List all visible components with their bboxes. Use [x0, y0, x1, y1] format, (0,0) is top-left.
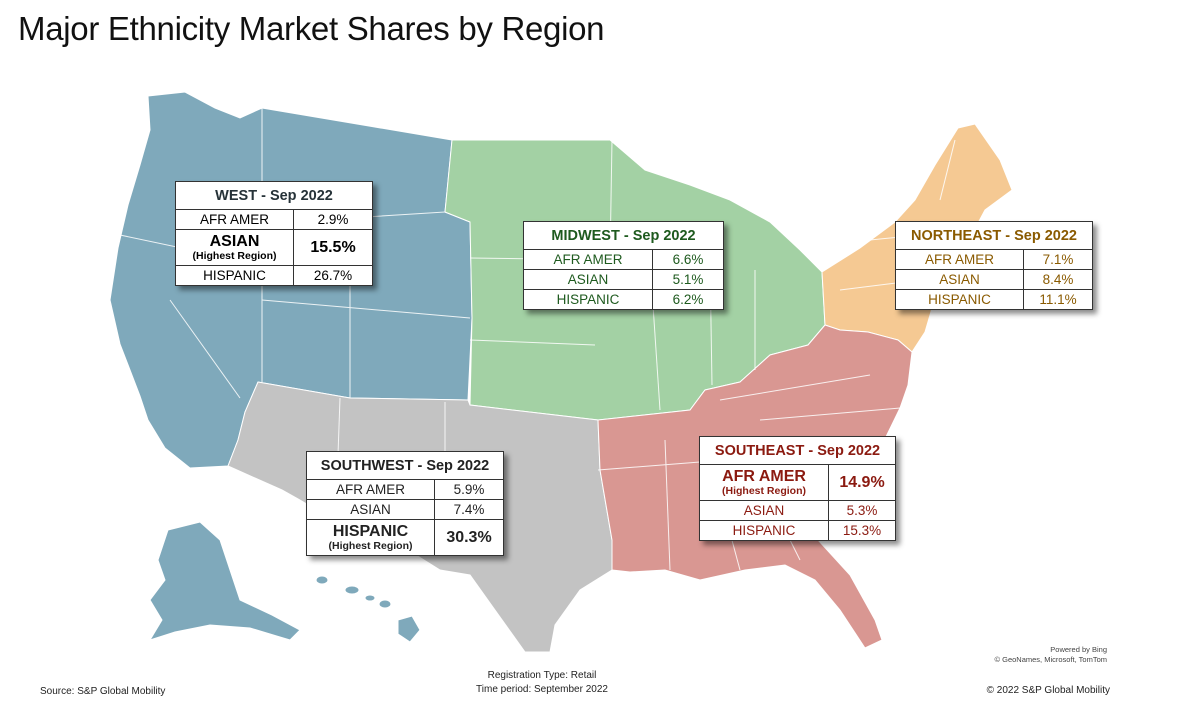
region-alaska[interactable] — [148, 521, 301, 641]
row-label: ASIAN — [524, 269, 653, 290]
row-label-highlight: HISPANIC (Highest Region) — [307, 519, 435, 555]
row-label: ASIAN — [307, 499, 435, 520]
page-title: Major Ethnicity Market Shares by Region — [18, 10, 605, 47]
highlight-sub: (Highest Region) — [722, 485, 806, 497]
row-label: AFR AMER — [335, 482, 405, 497]
table-row: ASIAN (Highest Region) 15.5% — [176, 229, 372, 266]
west-stats-box: WEST - Sep 2022 AFR AMER 2.9% ASIAN (Hig… — [175, 181, 373, 286]
table-row: HISPANIC (Highest Region) 30.3% — [307, 519, 503, 555]
northeast-header: NORTHEAST - Sep 2022 — [896, 222, 1092, 250]
highlight-label: AFR AMER — [722, 468, 806, 485]
time-period: Time period: September 2022 — [476, 684, 608, 695]
row-value: 5.1% — [652, 269, 723, 290]
row-value: 7.4% — [434, 499, 503, 520]
southeast-table: AFR AMER (Highest Region) 14.9% ASIAN 5.… — [700, 465, 895, 540]
source-text: Source: S&P Global Mobility — [40, 686, 166, 697]
row-label: AFR AMER — [553, 252, 623, 267]
row-label: HISPANIC — [896, 289, 1024, 309]
row-value: 5.9% — [434, 480, 503, 500]
row-value: 7.1% — [1023, 250, 1092, 270]
table-row: HISPANIC 15.3% — [700, 520, 895, 540]
west-table: AFR AMER 2.9% ASIAN (Highest Region) 15.… — [176, 210, 372, 285]
southwest-header: SOUTHWEST - Sep 2022 — [307, 452, 503, 480]
midwest-table: AFR AMER 6.6% ASIAN 5.1% HISPANIC 6.2% — [524, 250, 723, 309]
row-value-highlight: 14.9% — [828, 465, 895, 501]
row-label-highlight: ASIAN (Highest Region) — [176, 229, 294, 266]
table-row: AFR AMER (Highest Region) 14.9% — [700, 465, 895, 501]
row-value: 26.7% — [293, 265, 372, 285]
row-value: 11.1% — [1023, 289, 1092, 309]
table-row: HISPANIC 26.7% — [176, 265, 372, 285]
copyright: © 2022 S&P Global Mobility — [986, 685, 1110, 696]
row-value: 6.6% — [652, 250, 723, 270]
powered-by: Powered by Bing — [1050, 645, 1107, 654]
table-row: ASIAN 5.3% — [700, 500, 895, 521]
map-attribution: © GeoNames, Microsoft, TomTom — [994, 655, 1108, 664]
highlight-label: HISPANIC — [332, 523, 409, 540]
row-value: 2.9% — [293, 210, 372, 230]
row-label-highlight: AFR AMER (Highest Region) — [700, 465, 829, 501]
midwest-header: MIDWEST - Sep 2022 — [524, 222, 723, 250]
row-label: HISPANIC — [524, 289, 653, 309]
row-value: 6.2% — [652, 289, 723, 309]
midwest-stats-box: MIDWEST - Sep 2022 AFR AMER 6.6% ASIAN 5… — [523, 221, 724, 310]
southwest-table: AFR AMER 5.9% ASIAN 7.4% HISPANIC (Highe… — [307, 480, 503, 555]
table-row: AFR AMER 2.9% — [176, 210, 372, 230]
row-value: 5.3% — [828, 500, 895, 521]
table-row: ASIAN 8.4% — [896, 269, 1092, 290]
row-label: AFR AMER — [199, 212, 269, 227]
table-row: ASIAN 7.4% — [307, 499, 503, 520]
row-label: HISPANIC — [700, 520, 829, 540]
northeast-table: AFR AMER 7.1% ASIAN 8.4% HISPANIC 11.1% — [896, 250, 1092, 309]
west-header: WEST - Sep 2022 — [176, 182, 372, 210]
table-row: HISPANIC 6.2% — [524, 289, 723, 309]
row-value-highlight: 15.5% — [293, 229, 372, 266]
table-row: AFR AMER 6.6% — [524, 250, 723, 270]
highlight-label: ASIAN — [209, 233, 260, 250]
southwest-stats-box: SOUTHWEST - Sep 2022 AFR AMER 5.9% ASIAN… — [306, 451, 504, 556]
row-label: ASIAN — [896, 269, 1024, 290]
row-label: ASIAN — [700, 500, 829, 521]
row-label: AFR AMER — [924, 252, 994, 267]
row-label: HISPANIC — [176, 265, 294, 285]
row-value: 15.3% — [828, 520, 895, 540]
southeast-stats-box: SOUTHEAST - Sep 2022 AFR AMER (Highest R… — [699, 436, 896, 541]
row-value: 8.4% — [1023, 269, 1092, 290]
table-row: ASIAN 5.1% — [524, 269, 723, 290]
region-hawaii[interactable] — [315, 575, 421, 643]
southeast-header: SOUTHEAST - Sep 2022 — [700, 437, 895, 465]
table-row: AFR AMER 7.1% — [896, 250, 1092, 270]
table-row: HISPANIC 11.1% — [896, 289, 1092, 309]
highlight-sub: (Highest Region) — [192, 250, 277, 262]
table-row: AFR AMER 5.9% — [307, 480, 503, 500]
registration-type: Registration Type: Retail — [487, 670, 597, 681]
northeast-stats-box: NORTHEAST - Sep 2022 AFR AMER 7.1% ASIAN… — [895, 221, 1093, 310]
highlight-sub: (Highest Region) — [328, 540, 413, 552]
row-value-highlight: 30.3% — [434, 519, 503, 555]
